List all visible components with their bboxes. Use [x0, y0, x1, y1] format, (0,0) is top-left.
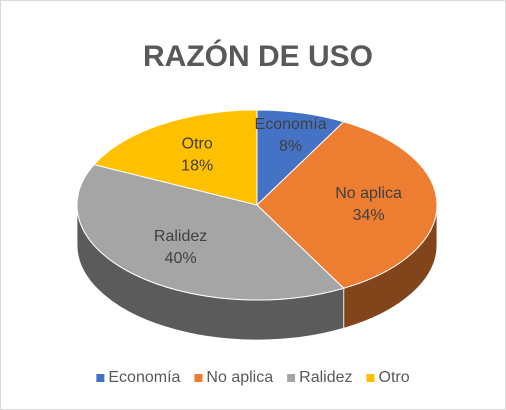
legend-label: Otro: [378, 369, 409, 386]
data-label-category: Ralidez: [154, 228, 207, 245]
data-label-value: 8%: [279, 138, 302, 155]
legend: Economía No aplica Ralidez Otro: [96, 369, 410, 386]
data-label-category: Otro: [182, 135, 213, 152]
pie-slice: [256, 121, 438, 289]
legend-swatch: [194, 374, 203, 382]
data-label-category: No aplica: [335, 185, 402, 202]
pie-slice: [93, 109, 258, 206]
legend-label: Ralidez: [299, 369, 352, 386]
data-label-value: 34%: [353, 207, 385, 224]
legend-swatch: [287, 374, 296, 382]
pie-slice: [76, 163, 345, 301]
pie-slice: [256, 109, 345, 207]
legend-swatch: [96, 374, 105, 382]
legend-label: Economía: [108, 369, 180, 386]
legend-swatch: [366, 374, 375, 382]
data-label-value: 40%: [165, 250, 197, 267]
chart-title: RAZÓN DE USO: [143, 39, 373, 73]
legend-label: No aplica: [206, 369, 273, 386]
data-label-value: 18%: [181, 157, 213, 174]
data-label-category: Economía: [255, 116, 327, 133]
